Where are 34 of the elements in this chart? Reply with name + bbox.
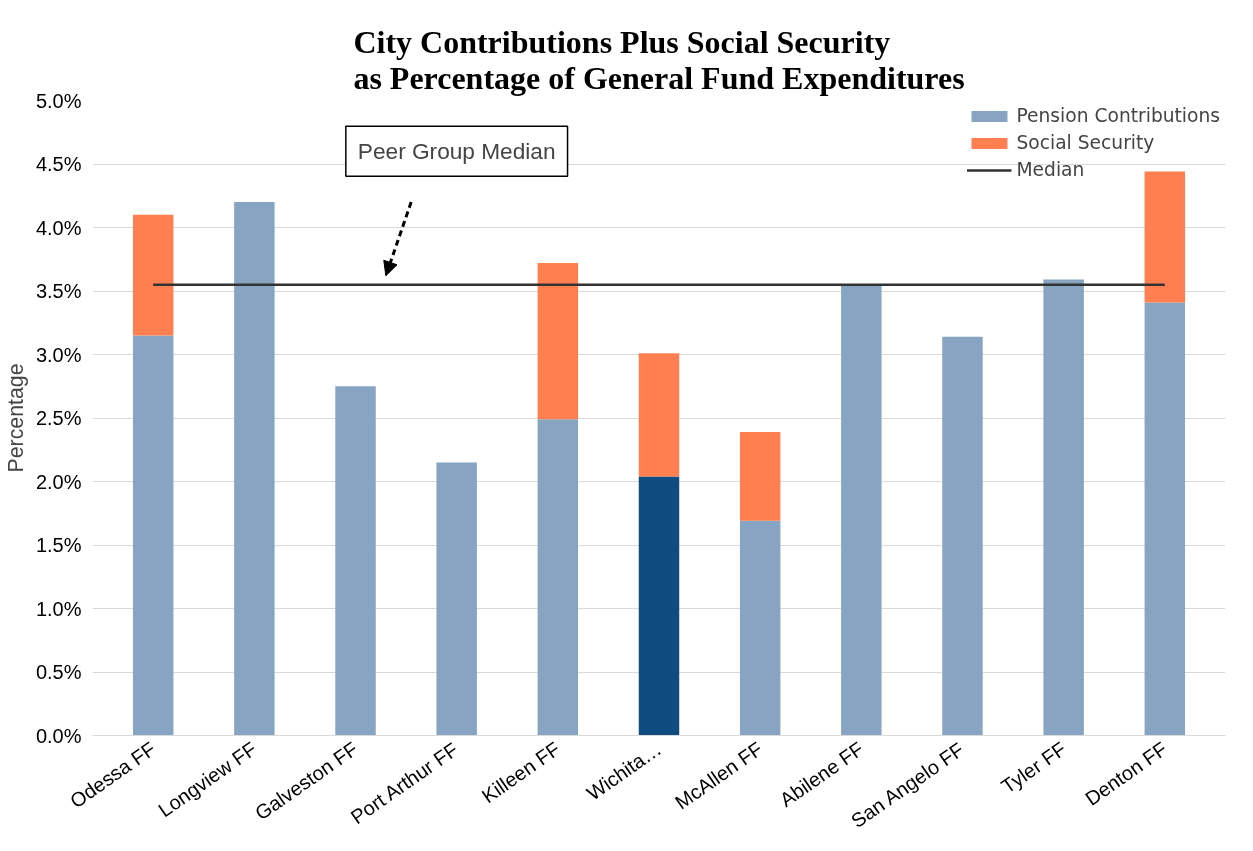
legend-label: Pension Contributions [1016, 105, 1220, 126]
annotation: Peer Group Median [357, 138, 556, 165]
y-tick-label: 2.0% [35, 470, 82, 493]
bar [234, 202, 275, 736]
legend-label: Social Security [1016, 132, 1155, 153]
bar [1043, 279, 1084, 736]
bar [841, 284, 882, 736]
y-tick-label: 4.0% [35, 216, 82, 239]
bar [942, 336, 983, 736]
bar [638, 353, 680, 477]
y-tick-label: 0.5% [35, 661, 82, 683]
legend-label: Median [1016, 159, 1085, 180]
bar [537, 263, 579, 420]
bar [132, 214, 174, 336]
y-tick-label: 0.0% [35, 724, 82, 747]
x-tick-label: Tyler FF [997, 737, 1070, 798]
y-tick-label: 1.5% [35, 534, 82, 556]
bar [638, 476, 680, 736]
bar [537, 419, 579, 736]
chart-title: City Contributions Plus Social Security as Percentage of General Fund Expenditures [353, 23, 965, 96]
bar [1144, 171, 1186, 303]
y-tick-label: 3.0% [35, 343, 82, 366]
y-tick-label: 3.5% [35, 280, 82, 302]
bar [335, 386, 376, 736]
y-tick-label: 4.5% [35, 153, 82, 175]
y-tick-label: 1.0% [35, 597, 82, 620]
bar [132, 335, 174, 736]
bar [739, 431, 781, 521]
bar [739, 520, 781, 736]
bar [436, 462, 477, 736]
y-axis-title: Percentage [3, 363, 28, 473]
bar [1144, 302, 1186, 736]
y-tick-label: 5.0% [35, 89, 82, 112]
y-tick-label: 2.5% [35, 407, 82, 429]
